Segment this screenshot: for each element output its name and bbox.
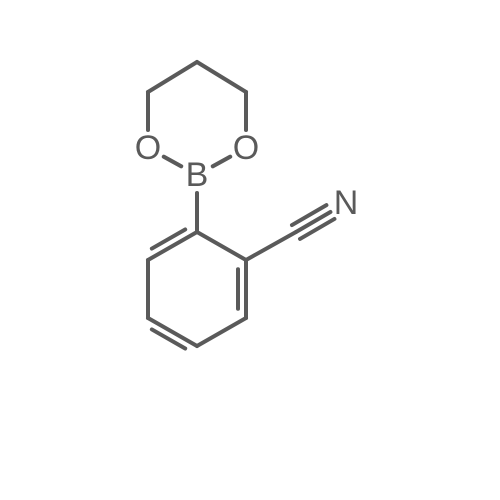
single-bond (197, 232, 246, 260)
single-bond (197, 318, 246, 346)
single-bond (246, 232, 296, 260)
atom-n: N (334, 184, 359, 222)
single-bond (213, 157, 230, 167)
single-bond (197, 62, 246, 92)
single-bond (164, 157, 181, 167)
double-bond-inner (152, 230, 185, 249)
chemical-structure-diagram: BO O N (0, 0, 500, 500)
atom-o: O (233, 129, 259, 167)
atom-b: B (186, 156, 209, 194)
single-bond (148, 62, 197, 92)
double-bond-inner (152, 329, 185, 348)
atom-o: O (135, 129, 161, 167)
